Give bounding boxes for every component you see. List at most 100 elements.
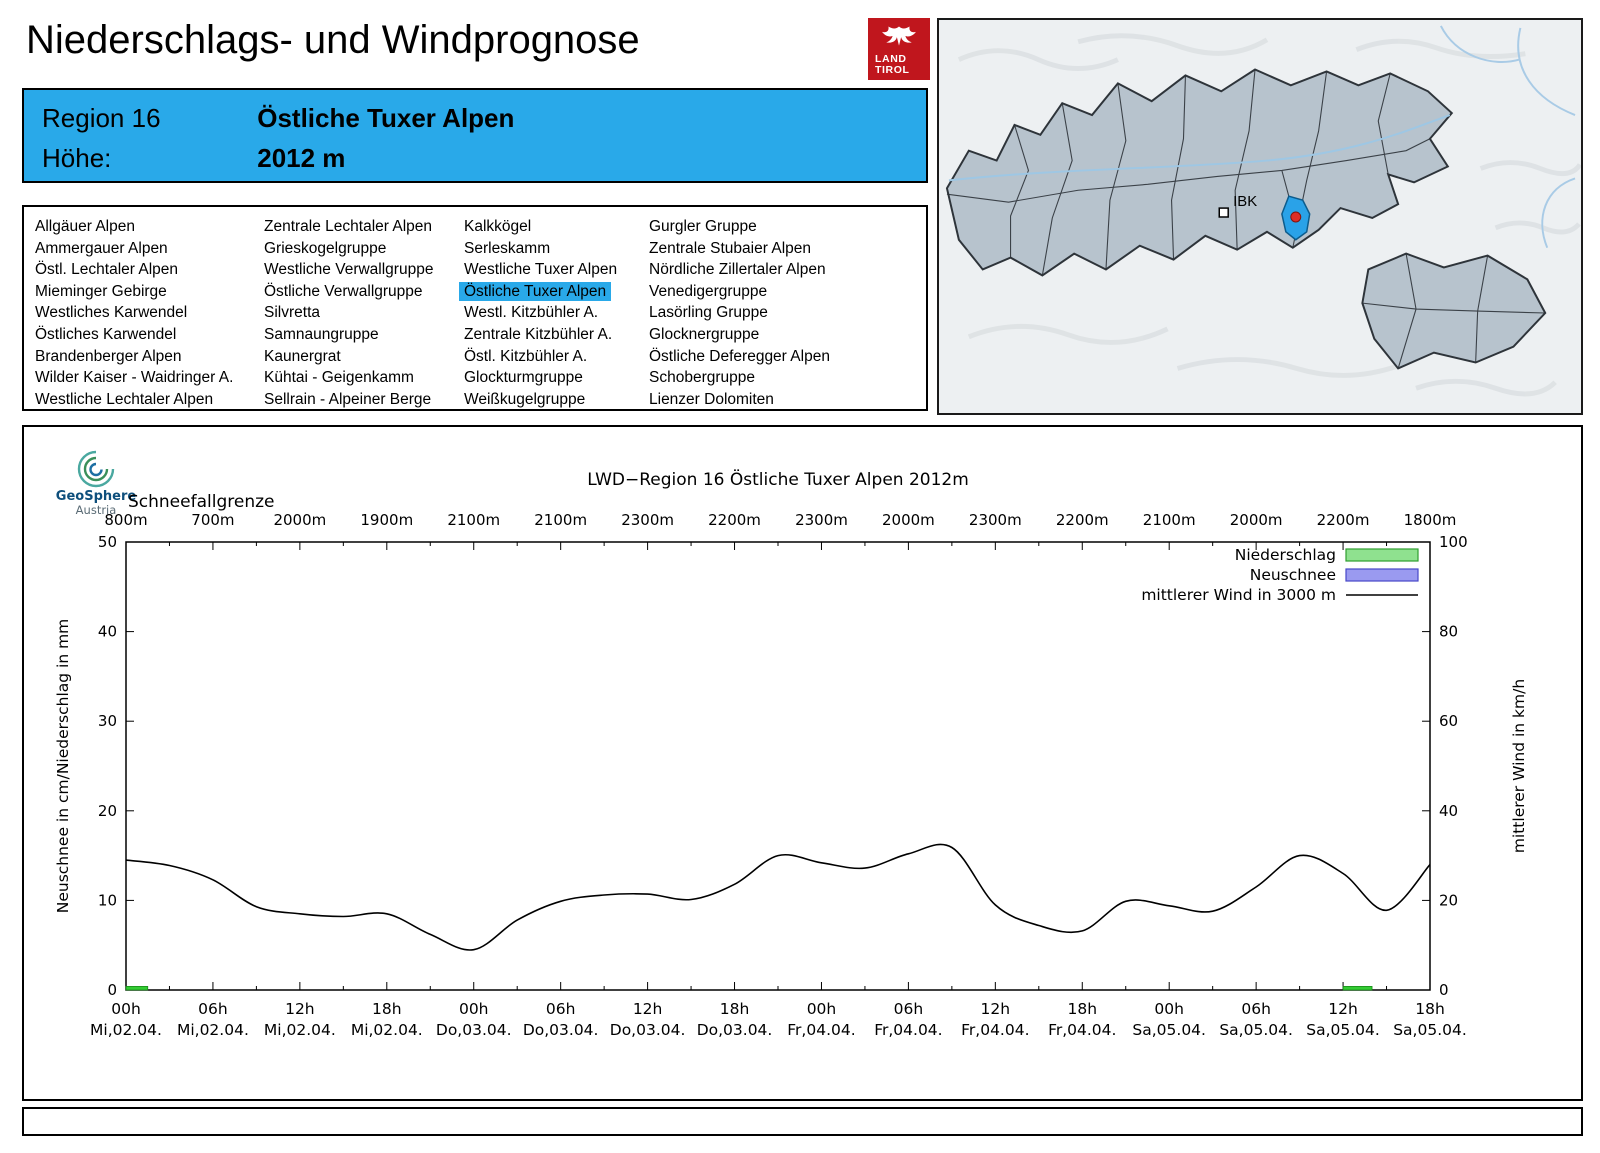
region-column: Gurgler Gruppe Zentrale Stubaier Alpen Nör… <box>649 216 929 410</box>
region-list-item[interactable]: Westliche Tuxer Alpen <box>464 259 649 281</box>
x-tick-day-label: Fr,04.04. <box>1048 1021 1116 1039</box>
snowline-value: 2200m <box>1317 511 1370 529</box>
x-tick-hour-label: 06h <box>546 1000 576 1018</box>
region-item-label: Östliche Tuxer Alpen <box>459 281 612 301</box>
region-list-item[interactable]: Lasörling Gruppe <box>649 302 929 324</box>
x-tick-day-label: Sa,05.04. <box>1393 1021 1467 1039</box>
region-list-item[interactable]: Westliche Lechtaler Alpen <box>35 389 264 411</box>
inn-river <box>948 114 1451 182</box>
region-list-item[interactable]: Kalkkögel <box>464 216 649 238</box>
snowline-value: 2200m <box>1056 511 1109 529</box>
region-list-item[interactable]: Allgäuer Alpen <box>35 216 264 238</box>
region-list-item[interactable]: Glocknergruppe <box>649 324 929 346</box>
map-rivers-background <box>1439 25 1576 249</box>
east-region-borders <box>1362 253 1546 369</box>
region-list-item[interactable]: Zentrale Lechtaler Alpen <box>264 216 464 238</box>
ibk-label: IBK <box>1233 194 1257 210</box>
y2-tick-label: 0 <box>1439 981 1449 999</box>
legend-swatch <box>1345 568 1419 582</box>
snowline-value: 700m <box>191 511 234 529</box>
forecast-chart-panel: GeoSphere Austria LWD−Region 16 Östliche T… <box>22 425 1583 1101</box>
region-list-item[interactable]: Wilder Kaiser - Waidringer A. <box>35 367 264 389</box>
y-tick-label: 20 <box>98 802 117 820</box>
region-list-item[interactable]: Venedigergruppe <box>649 281 929 303</box>
x-tick-hour-label: 06h <box>1241 1000 1271 1018</box>
x-tick-day-label: Do,03.04. <box>610 1021 686 1039</box>
region-list-item[interactable]: Zentrale Stubaier Alpen <box>649 238 929 260</box>
geosphere-logo-icon-arc3 <box>89 462 103 477</box>
location-dot <box>1290 211 1302 223</box>
x-tick-hour-label: 12h <box>285 1000 315 1018</box>
x-tick-day-label: Fr,04.04. <box>787 1021 855 1039</box>
region-item-label: Lienzer Dolomiten <box>649 390 774 408</box>
region-column: Zentrale Lechtaler Alpen Grieskogelgruppe… <box>264 216 464 410</box>
x-tick-day-label: Mi,02.04. <box>351 1021 423 1039</box>
region-list-item-selected[interactable]: Östliche Tuxer Alpen <box>459 281 649 303</box>
region-list-item[interactable]: Grieskogelgruppe <box>264 238 464 260</box>
region-list-item[interactable]: Östliche Verwallgruppe <box>264 281 464 303</box>
snowline-value: 2100m <box>534 511 587 529</box>
x-tick-hour-label: 00h <box>1154 1000 1184 1018</box>
legend-label: Neuschnee <box>1250 566 1336 584</box>
chart-title: LWD−Region 16 Östliche Tuxer Alpen 2012m <box>587 468 969 490</box>
region-list-item[interactable]: Silvretta <box>264 302 464 324</box>
x-tick-day-label: Sa,05.04. <box>1132 1021 1206 1039</box>
region-column: Allgäuer Alpen Ammergauer Alpen Östl. Lech… <box>35 216 264 410</box>
legend-label: Niederschlag <box>1235 546 1336 564</box>
x-tick-hour-label: 00h <box>807 1000 837 1018</box>
x-tick-hour-label: 12h <box>633 1000 663 1018</box>
region-list-item[interactable]: Westliches Karwendel <box>35 302 264 324</box>
y2-tick-label: 40 <box>1439 802 1458 820</box>
region-list-item[interactable]: Glockturmgruppe <box>464 367 649 389</box>
region-item-label: Ammergauer Alpen <box>35 239 168 257</box>
region-item-label: Glockturmgruppe <box>464 369 583 387</box>
region-item-label: Westliches Karwendel <box>35 304 188 322</box>
x-tick-hour-label: 12h <box>981 1000 1011 1018</box>
region-list-item[interactable]: Westl. Kitzbühler A. <box>464 302 649 324</box>
snowline-label: Schneefallgrenze <box>128 492 274 512</box>
wind-line <box>125 843 1431 951</box>
region-list-item[interactable]: Ammergauer Alpen <box>35 238 264 260</box>
region-item-label: Grieskogelgruppe <box>264 239 387 257</box>
logo-text-tirol: TIROL <box>875 64 910 76</box>
x-tick-hour-label: 18h <box>1067 1000 1097 1018</box>
region-list-item[interactable]: Serleskamm <box>464 238 649 260</box>
region-list-item[interactable]: Mieminger Gebirge <box>35 281 264 303</box>
x-tick-day-label: Sa,05.04. <box>1306 1021 1380 1039</box>
region-list-item[interactable]: Gurgler Gruppe <box>649 216 929 238</box>
x-tick-hour-label: 00h <box>459 1000 489 1018</box>
tirol-outline <box>945 68 1454 277</box>
region-list-item[interactable]: Kaunergrat <box>264 346 464 368</box>
region-list-item[interactable]: Zentrale Kitzbühler A. <box>464 324 649 346</box>
region-item-label: Zentrale Lechtaler Alpen <box>264 218 433 235</box>
snowline-value: 800m <box>104 511 147 529</box>
region-list-item[interactable]: Samnaungruppe <box>264 324 464 346</box>
snowline-value: 2000m <box>273 511 326 529</box>
region-list-item[interactable]: Weißkugelgruppe <box>464 389 649 411</box>
region-list-item[interactable]: Nördliche Zillertaler Alpen <box>649 259 929 281</box>
region-list-item[interactable]: Östl. Kitzbühler A. <box>464 346 649 368</box>
region-list-item[interactable]: Sellrain - Alpeiner Berge <box>264 389 464 411</box>
x-tick-hour-label: 06h <box>198 1000 228 1018</box>
y-tick-label: 10 <box>98 891 117 909</box>
region-list-item[interactable]: Westliche Verwallgruppe <box>264 259 464 281</box>
region-item-label: Allgäuer Alpen <box>35 218 135 235</box>
tirol-eagle-icon <box>882 26 916 46</box>
region-list-item[interactable]: Östliches Karwendel <box>35 324 264 346</box>
region-list-item[interactable]: Lienzer Dolomiten <box>649 389 929 411</box>
region-list-item[interactable]: Kühtai - Geigenkamm <box>264 367 464 389</box>
region-list-item[interactable]: Brandenberger Alpen <box>35 346 264 368</box>
region-column: Kalkkögel Serleskamm Westliche Tuxer Alpen… <box>459 216 649 411</box>
altitude-label: Höhe: <box>42 143 112 173</box>
x-tick-day-label: Do,03.04. <box>523 1021 599 1039</box>
region-list-item[interactable]: Schobergruppe <box>649 367 929 389</box>
x-tick-hour-label: 06h <box>894 1000 924 1018</box>
tirol-map-svg: IBK <box>939 20 1581 413</box>
legend-swatch <box>1345 548 1419 562</box>
region-list-item[interactable]: Östl. Lechtaler Alpen <box>35 259 264 281</box>
footer-strip <box>22 1107 1583 1136</box>
x-tick-hour-label: 18h <box>372 1000 402 1018</box>
region-list-item[interactable]: Östliche Deferegger Alpen <box>649 346 929 368</box>
region-item-label: Sellrain - Alpeiner Berge <box>264 390 432 408</box>
